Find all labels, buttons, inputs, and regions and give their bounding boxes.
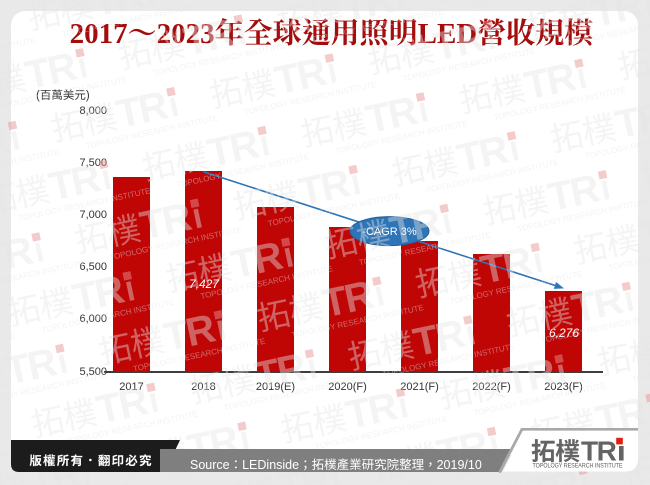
logo-i-stem xyxy=(619,446,624,461)
logo-i-dot-icon xyxy=(616,437,623,445)
copyright-text: 版權所有．翻印必究 xyxy=(29,453,153,468)
source-text: Source：LEDinside；拓樸產業研究院整理，2019/10 xyxy=(190,457,482,472)
logo-subtext: TOPOLOGY RESEARCH INSTITUTE xyxy=(533,463,623,470)
tri-logo: 拓樸 TR TOPOLOGY RESEARCH INSTITUTE xyxy=(531,433,624,470)
